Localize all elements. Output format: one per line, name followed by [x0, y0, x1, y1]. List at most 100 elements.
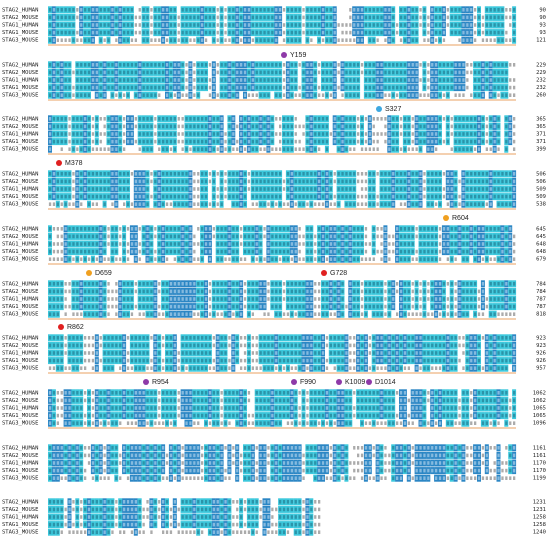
residue-glyph — [267, 117, 270, 121]
residue-glyph — [240, 38, 243, 42]
residue-glyph — [197, 187, 200, 191]
residue-glyph — [411, 202, 414, 206]
residue-glyph — [150, 15, 153, 20]
residue-glyph — [259, 23, 262, 27]
residue-glyph — [423, 139, 426, 144]
residue-glyph — [99, 30, 102, 35]
residue-glyph — [271, 172, 274, 176]
residue-glyph — [119, 85, 122, 90]
residue-glyph — [126, 202, 130, 206]
residue-glyph — [181, 38, 184, 42]
residue-glyph — [220, 249, 223, 254]
residue-glyph — [80, 234, 83, 239]
residue-glyph — [243, 93, 247, 97]
residue-glyph — [142, 23, 145, 27]
residue-glyph — [396, 234, 399, 239]
residue-glyph — [380, 93, 383, 97]
residue-glyph — [462, 187, 465, 191]
residue-glyph — [380, 179, 383, 184]
residue-glyph — [130, 124, 134, 129]
residue-glyph — [314, 30, 317, 35]
sequence-name: STAG3_MOUSE — [2, 257, 38, 263]
residue-glyph — [154, 202, 157, 206]
residue-glyph — [415, 15, 418, 20]
residue-glyph — [87, 179, 91, 184]
residue-glyph — [197, 147, 200, 151]
residue-glyph — [403, 117, 407, 121]
residue-glyph — [158, 23, 161, 27]
residue-glyph — [442, 139, 446, 144]
residue-glyph — [399, 194, 403, 199]
residue-glyph — [403, 30, 407, 35]
residue-glyph — [68, 85, 71, 90]
residue-glyph — [236, 139, 239, 144]
residue-glyph — [193, 242, 196, 246]
residue-glyph — [158, 93, 161, 97]
residue-glyph — [95, 78, 98, 82]
residue-glyph — [325, 194, 329, 199]
residue-glyph — [314, 85, 317, 90]
residue-glyph — [333, 117, 336, 121]
residue-glyph — [415, 202, 418, 206]
residue-glyph — [372, 63, 375, 67]
residue-glyph — [173, 8, 176, 12]
residue-glyph — [470, 179, 473, 184]
residue-glyph — [505, 70, 508, 75]
residue-glyph — [333, 179, 336, 184]
residue-glyph — [497, 85, 500, 90]
residue-glyph — [314, 249, 317, 254]
residue-glyph — [438, 202, 442, 206]
residue-glyph — [275, 187, 278, 191]
residue-glyph — [372, 8, 375, 12]
residue-glyph — [52, 179, 56, 184]
residue-glyph — [72, 194, 75, 199]
residue-glyph — [415, 249, 418, 254]
residue-glyph — [310, 93, 313, 97]
residue-glyph — [372, 15, 375, 20]
residue-glyph — [189, 194, 192, 199]
residue-glyph — [52, 8, 56, 12]
residue-glyph — [267, 242, 270, 246]
residue-glyph — [372, 117, 375, 121]
residue-glyph — [165, 249, 169, 254]
residue-glyph — [95, 15, 98, 20]
residue-glyph — [185, 38, 188, 42]
residue-glyph — [438, 85, 442, 90]
residue-glyph — [489, 30, 492, 35]
residue-glyph — [357, 8, 360, 12]
residue-glyph — [123, 38, 126, 42]
residue-glyph — [173, 38, 176, 42]
residue-glyph — [314, 70, 317, 75]
residue-glyph — [189, 8, 192, 12]
residue-glyph — [462, 124, 465, 129]
residue-glyph — [240, 187, 243, 191]
residue-glyph — [415, 172, 418, 176]
residue-glyph — [236, 202, 239, 206]
sequence-name: STAG1_MOUSE — [2, 249, 38, 255]
residue-glyph — [505, 117, 508, 121]
residue-glyph — [302, 147, 305, 151]
residue-glyph — [103, 78, 106, 82]
residue-glyph — [84, 78, 87, 82]
residue-glyph — [505, 85, 508, 90]
residue-glyph — [419, 124, 422, 129]
residue-glyph — [505, 8, 508, 12]
residue-glyph — [489, 234, 492, 239]
residue-glyph — [123, 147, 126, 151]
residue-glyph — [310, 23, 313, 27]
residue-glyph — [509, 38, 512, 42]
residue-glyph — [481, 249, 485, 254]
residue-glyph — [271, 30, 274, 35]
residue-glyph — [76, 132, 79, 136]
residue-glyph — [454, 227, 457, 231]
residue-glyph — [181, 227, 184, 231]
residue-glyph — [247, 8, 251, 12]
residue-glyph — [142, 227, 145, 231]
residue-glyph — [470, 187, 473, 191]
residue-glyph — [197, 172, 200, 176]
residue-glyph — [56, 15, 59, 20]
residue-glyph — [450, 15, 453, 20]
residue-glyph — [130, 242, 134, 246]
residue-glyph — [442, 85, 446, 90]
residue-glyph — [431, 187, 434, 191]
